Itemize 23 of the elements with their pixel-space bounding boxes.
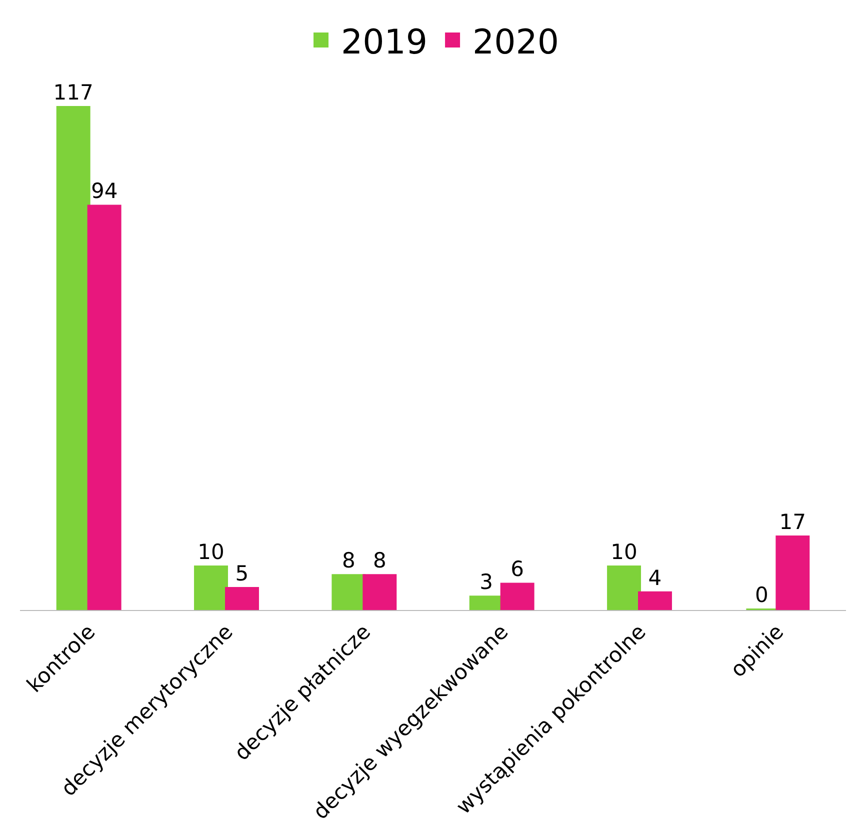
data-label: 0 xyxy=(754,583,768,607)
data-label: 94 xyxy=(90,179,118,204)
data-label: 8 xyxy=(372,548,386,573)
legend-label: 2019 xyxy=(341,22,428,62)
bar xyxy=(362,574,397,610)
data-label: 4 xyxy=(648,566,662,590)
bar xyxy=(225,587,259,610)
data-label: 17 xyxy=(779,510,806,534)
data-label: 6 xyxy=(510,557,524,582)
data-label: 3 xyxy=(480,570,494,594)
data-label: 117 xyxy=(53,80,94,104)
data-label: 10 xyxy=(610,540,638,564)
bar xyxy=(776,535,810,610)
bar xyxy=(87,204,122,610)
bar xyxy=(607,566,641,610)
bar xyxy=(194,566,228,610)
bar xyxy=(638,591,672,610)
legend-label: 2020 xyxy=(472,22,560,62)
bar xyxy=(500,582,534,610)
data-label: 10 xyxy=(198,540,224,564)
data-label: 8 xyxy=(342,548,356,573)
bar xyxy=(56,106,90,610)
data-label: 5 xyxy=(235,562,249,586)
